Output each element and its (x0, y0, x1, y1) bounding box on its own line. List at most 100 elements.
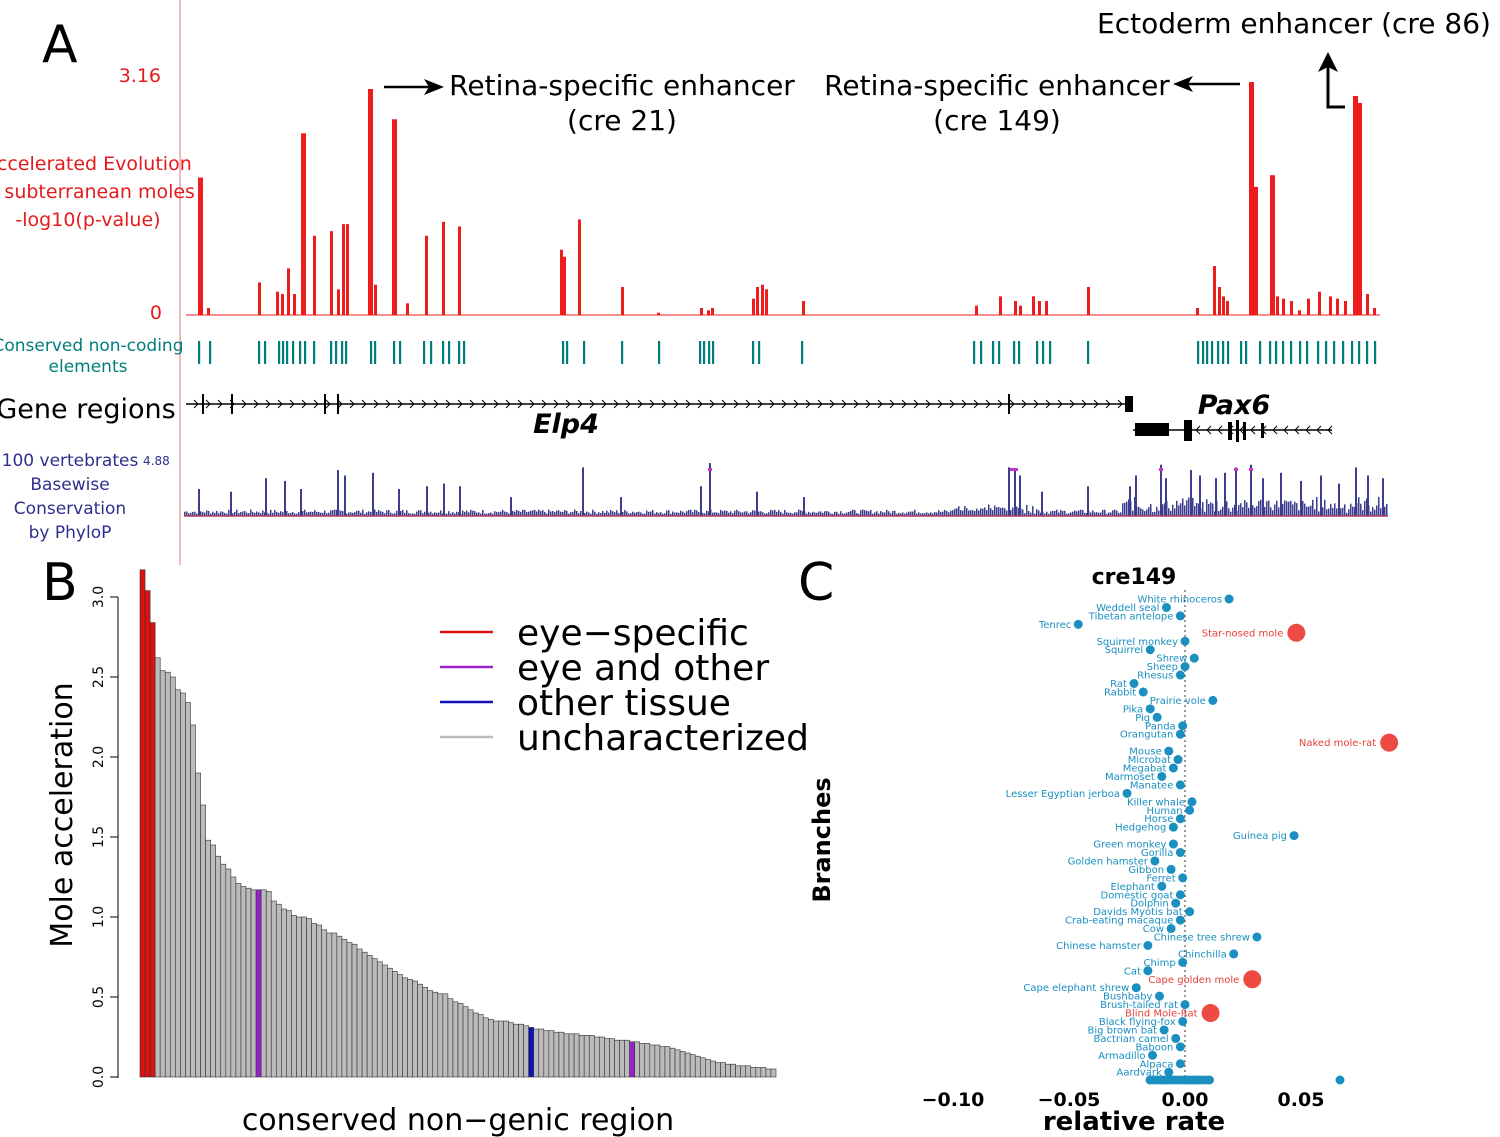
b-bar (260, 889, 267, 1078)
phylop-bar (784, 510, 786, 516)
phylop-bar (764, 513, 766, 516)
b-bar (679, 1051, 686, 1078)
elp4-strand-arrow (361, 399, 367, 409)
phylop-bar (1184, 505, 1186, 516)
phylop-bar (720, 509, 722, 516)
b-bar (705, 1059, 711, 1078)
b-bar (533, 1028, 540, 1078)
phylop-bar (206, 510, 208, 516)
phylop-bar (332, 510, 334, 516)
phylop-bar (376, 511, 378, 516)
b-bar (674, 1049, 681, 1078)
phylop-bar (428, 512, 430, 516)
accel-bar (1282, 298, 1285, 315)
phylop-bar (958, 506, 960, 516)
phylop-bar (566, 510, 568, 516)
c-point (1159, 1025, 1169, 1035)
b-bar (467, 1009, 474, 1078)
c-x-tick-label: 0.05 (1278, 1089, 1325, 1111)
phylop-bar (564, 510, 566, 516)
accel-bar (707, 310, 710, 315)
phylop-bar (1152, 512, 1154, 516)
cne-mark (1013, 341, 1016, 364)
b-bar (376, 961, 383, 1078)
c-point (1175, 1059, 1185, 1069)
c-point (1073, 619, 1083, 629)
phylop-bar (362, 509, 364, 516)
phylop-bar (1068, 513, 1070, 516)
elp4-strand-arrow (397, 399, 403, 409)
accel-bar (276, 291, 279, 315)
b-bar (139, 569, 146, 1078)
elp4-strand-arrow (277, 399, 283, 409)
elp4-strand-arrow (601, 399, 607, 409)
phylop-bar (838, 513, 840, 516)
phylop-bar (1324, 499, 1326, 516)
c-point-label: Rat (1110, 679, 1127, 690)
c-point-label: Guinea pig (1233, 831, 1287, 842)
phylop-bar (1328, 508, 1330, 516)
elp4-strand-arrow (289, 399, 295, 409)
accel-bar (313, 235, 316, 315)
phylop-bar (816, 512, 818, 516)
phylop-bar (734, 510, 736, 516)
b-bar (720, 1062, 726, 1078)
accel-bar (1290, 301, 1293, 315)
panel-b: B 0.0 0.5 1.0 1.5 2.0 2.5 3.0 Mole acceleratio… (42, 553, 809, 1137)
phylop-bar (794, 512, 796, 516)
phylop-bar (910, 511, 912, 516)
phylop-bar (938, 510, 940, 516)
phylop-bar (416, 511, 418, 516)
elp4-strand-arrow (253, 399, 259, 409)
phylop-bar (808, 511, 810, 516)
cne-mark (282, 341, 285, 364)
accel-bar (752, 298, 755, 315)
phylop-bar (1256, 506, 1258, 516)
c-point (1189, 653, 1199, 663)
cne-mark (442, 341, 445, 364)
phylop-peak (443, 483, 445, 516)
c-point (1166, 864, 1176, 874)
phylop-bar (894, 510, 896, 516)
phylop-bar (806, 513, 808, 516)
phylop-bar (478, 512, 480, 516)
cne-mark (1240, 341, 1243, 364)
phylop-bar (258, 512, 260, 516)
phylop-bar (1044, 513, 1046, 516)
elp4-strand-arrow (625, 399, 631, 409)
phylop-bar (1170, 510, 1172, 516)
phylop-bar (722, 511, 724, 516)
accel-bar (1373, 308, 1376, 315)
phylop-bar (914, 509, 916, 516)
phylop-bar (568, 513, 570, 516)
phylop-bar (1376, 505, 1378, 516)
cne-mark (1087, 341, 1090, 364)
phylop-bar (800, 510, 802, 516)
phylop-bar (942, 511, 944, 516)
elp4-strand-arrow (1117, 399, 1123, 409)
b-bar (316, 924, 323, 1078)
phylop-bar (552, 511, 554, 516)
phylop-bar (1202, 502, 1204, 516)
phylop-bar (252, 511, 254, 516)
elp4-strand-arrow (937, 399, 943, 409)
phylop-bar (736, 509, 738, 516)
phylop-bar (994, 505, 996, 516)
phylop-bar (796, 512, 798, 516)
c-point (1175, 1042, 1185, 1052)
b-bar (543, 1030, 550, 1078)
phylop-bar (1108, 512, 1110, 516)
phylop-bar (540, 511, 542, 516)
phylop-bar (294, 513, 296, 516)
phylop-bar (262, 510, 264, 516)
elp4-strand-arrow (805, 399, 811, 409)
phylop-peak (620, 497, 622, 516)
phylop-bar (1326, 509, 1328, 516)
cne-mark (1197, 341, 1200, 364)
phylop-bar (472, 510, 474, 516)
c-point (1131, 983, 1141, 993)
cne-mark (258, 341, 261, 364)
phylop-bar (324, 510, 326, 516)
b-bar (563, 1033, 570, 1078)
phylop-bar (992, 510, 994, 516)
